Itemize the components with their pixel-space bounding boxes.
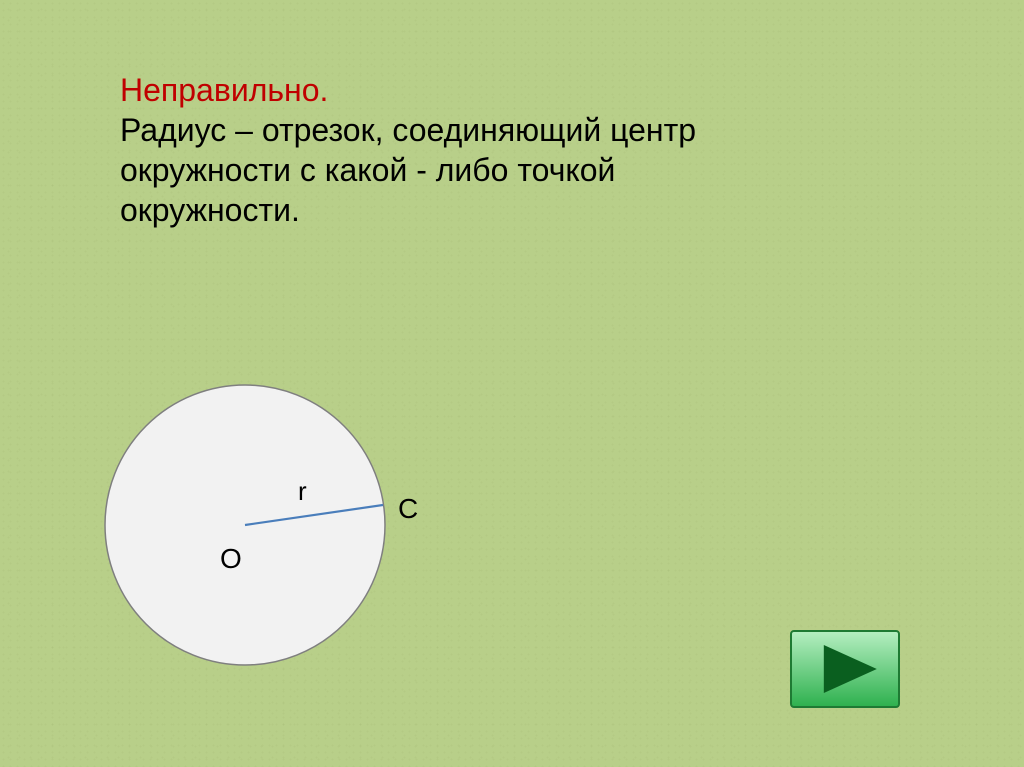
definition-line-3: окружности с какой - либо точкой <box>120 150 880 190</box>
svg-text:r: r <box>298 476 307 506</box>
svg-text:О: О <box>220 543 242 574</box>
definition-line-4: окружности. <box>120 190 880 230</box>
definition-line-2: Радиус – отрезок, соединяющий центр <box>120 110 880 150</box>
radius-diagram: rОС <box>100 380 390 670</box>
next-button[interactable] <box>790 630 900 708</box>
svg-text:С: С <box>398 493 418 524</box>
diagram-svg: r О С <box>100 380 450 670</box>
slide: Неправильно. Радиус – отрезок, соединяющ… <box>0 0 1024 767</box>
feedback-label: Неправильно. <box>120 70 880 110</box>
text-block: Неправильно. Радиус – отрезок, соединяющ… <box>120 70 880 230</box>
play-icon <box>792 630 898 708</box>
